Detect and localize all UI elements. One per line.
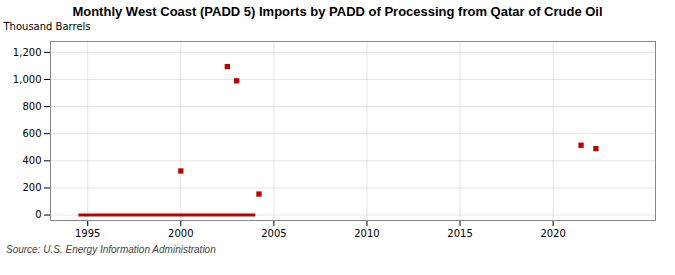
svg-text:2015: 2015 bbox=[447, 228, 472, 239]
svg-text:1995: 1995 bbox=[75, 228, 100, 239]
svg-text:800: 800 bbox=[22, 101, 41, 112]
svg-text:1,000: 1,000 bbox=[13, 74, 42, 85]
svg-text:2020: 2020 bbox=[540, 228, 565, 239]
html-text:Source: U.S. Energy Informatio: Source: U.S. Energy Information Administ… bbox=[6, 244, 216, 255]
svg-text:2000: 2000 bbox=[168, 228, 193, 239]
svg-text:400: 400 bbox=[22, 155, 41, 166]
svg-text:1,200: 1,200 bbox=[13, 47, 42, 58]
svg-text:Thousand Barrels: Thousand Barrels bbox=[3, 21, 91, 32]
svg-text:0: 0 bbox=[35, 209, 41, 220]
svg-text:2005: 2005 bbox=[261, 228, 286, 239]
svg-text:200: 200 bbox=[22, 182, 41, 193]
svg-text:2010: 2010 bbox=[354, 228, 379, 239]
html-text:Monthly West Coast (PADD 5) Im: Monthly West Coast (PADD 5) Imports by P… bbox=[72, 4, 603, 19]
svg-text:600: 600 bbox=[22, 128, 41, 139]
